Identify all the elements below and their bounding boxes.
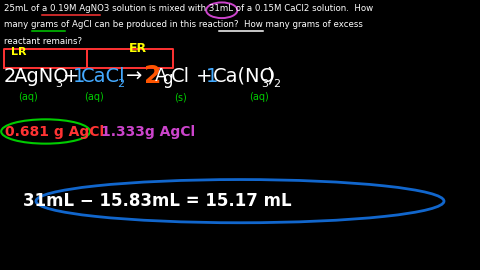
Text: (aq): (aq) [18, 92, 38, 102]
Text: Cl: Cl [170, 67, 190, 86]
Text: 1.333g AgCl: 1.333g AgCl [101, 125, 195, 139]
Text: +: + [196, 67, 212, 86]
Text: 2: 2 [118, 79, 125, 89]
Text: 3: 3 [56, 79, 63, 89]
Text: (aq): (aq) [250, 92, 269, 102]
Text: 0.681 g AgCl: 0.681 g AgCl [5, 125, 104, 139]
Text: reactant remains?: reactant remains? [4, 36, 82, 46]
Text: Ca(NO: Ca(NO [213, 67, 276, 86]
Text: 25mL of a 0.19M AgNO3 solution is mixed with 31mL of a 0.15M CaCl2 solution.  Ho: 25mL of a 0.19M AgNO3 solution is mixed … [4, 4, 373, 13]
Text: A: A [155, 67, 167, 85]
Text: (aq): (aq) [84, 92, 104, 102]
Text: 2: 2 [144, 64, 161, 88]
Text: (s): (s) [174, 92, 187, 102]
Text: 2: 2 [274, 79, 281, 89]
Text: 3: 3 [262, 79, 269, 89]
Text: 1: 1 [205, 67, 218, 86]
Text: 2: 2 [4, 67, 16, 86]
Text: g: g [162, 70, 173, 88]
Text: CaCl: CaCl [81, 67, 125, 86]
Text: many grams of AgCl can be produced in this reaction?  How many grams of excess: many grams of AgCl can be produced in th… [4, 20, 363, 29]
Text: →: → [126, 67, 142, 86]
Text: ): ) [267, 67, 275, 86]
Text: 31mL − 15.83mL = 15.17 mL: 31mL − 15.83mL = 15.17 mL [23, 192, 292, 210]
Text: LR: LR [11, 47, 26, 57]
Text: ER: ER [129, 42, 147, 55]
Text: 1: 1 [73, 67, 85, 86]
Text: +: + [62, 67, 79, 86]
Text: AgNO: AgNO [13, 67, 69, 86]
